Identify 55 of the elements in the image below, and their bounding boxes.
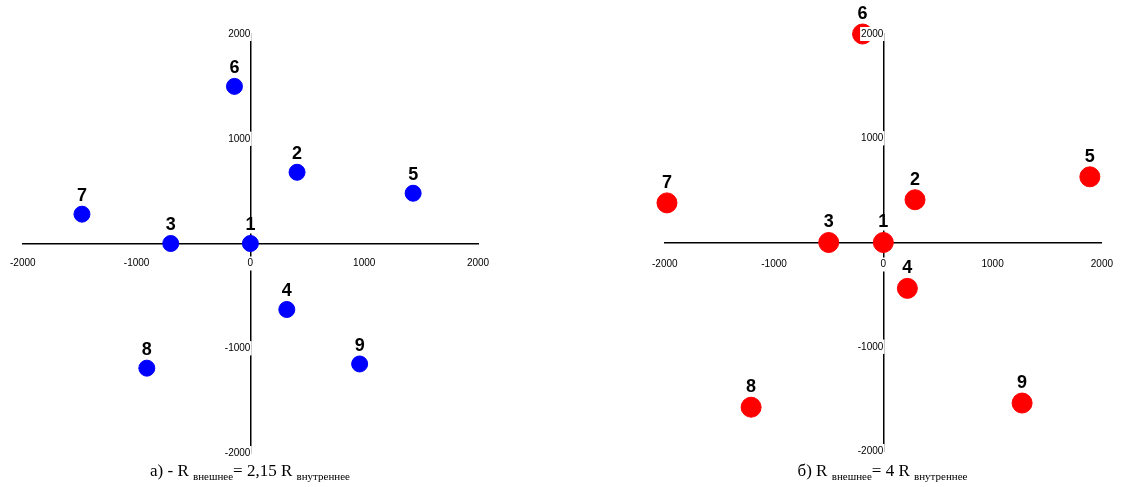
point xyxy=(404,184,422,202)
annotation: 9 xyxy=(1017,372,1028,393)
x-tick-label: 0 xyxy=(247,257,254,269)
annotation: 5 xyxy=(408,164,419,185)
x-tick-label: 2000 xyxy=(466,257,490,269)
point xyxy=(278,300,296,318)
annotation: 2 xyxy=(292,143,303,164)
x-tick-label: 1000 xyxy=(981,258,1005,270)
annotation: 8 xyxy=(746,376,757,397)
y-tick-label: 1000 xyxy=(861,132,884,143)
point xyxy=(740,396,762,418)
x-tick-label: -2000 xyxy=(10,257,37,269)
annotation: 3 xyxy=(165,214,176,235)
annotation: 1 xyxy=(245,214,256,235)
x-tick-label: -2000 xyxy=(652,258,679,270)
point xyxy=(1079,166,1101,188)
point xyxy=(351,355,369,373)
y-tick-label: 2000 xyxy=(861,27,884,39)
annotation: 8 xyxy=(141,339,152,360)
text: а) - R $_{внешнее}$= 2,15 R $_{внутреннее}$ xyxy=(149,461,351,485)
point xyxy=(73,205,91,223)
annotation: 6 xyxy=(857,2,868,23)
point xyxy=(656,192,678,214)
annotation: 9 xyxy=(354,334,365,355)
y-tick-label: 2000 xyxy=(228,27,251,39)
x-tick-label: 1000 xyxy=(353,257,376,269)
x-tick-label: 2000 xyxy=(1090,258,1114,270)
point xyxy=(225,77,243,95)
point xyxy=(904,189,926,211)
x-tick-label: 0 xyxy=(880,258,887,270)
annotation: 6 xyxy=(229,57,240,78)
point xyxy=(162,235,180,252)
point xyxy=(241,235,259,252)
annotation: 4 xyxy=(902,257,913,278)
annotation: 7 xyxy=(76,185,87,206)
point xyxy=(288,163,306,181)
point xyxy=(818,232,840,253)
annotation: 5 xyxy=(1084,145,1095,166)
text: б) R $_{внешнее}$= 4 R $_{внутреннее}$ xyxy=(796,461,969,485)
annotation: 1 xyxy=(878,211,889,232)
y-tick-label: -2000 xyxy=(857,444,884,456)
y-tick-label: -1000 xyxy=(857,340,884,352)
annotation: 3 xyxy=(823,211,834,232)
point xyxy=(138,359,156,377)
point xyxy=(896,277,918,299)
annotation: 2 xyxy=(910,168,921,189)
x-tick-label: -1000 xyxy=(123,257,150,269)
y-tick-label: 1000 xyxy=(228,132,251,144)
point xyxy=(872,232,894,253)
y-tick-label: -2000 xyxy=(224,446,251,458)
point xyxy=(1011,392,1033,414)
x-tick-label: -1000 xyxy=(761,258,788,270)
annotation: 7 xyxy=(661,171,672,192)
y-tick-label: -1000 xyxy=(224,342,251,353)
annotation: 4 xyxy=(281,280,292,301)
